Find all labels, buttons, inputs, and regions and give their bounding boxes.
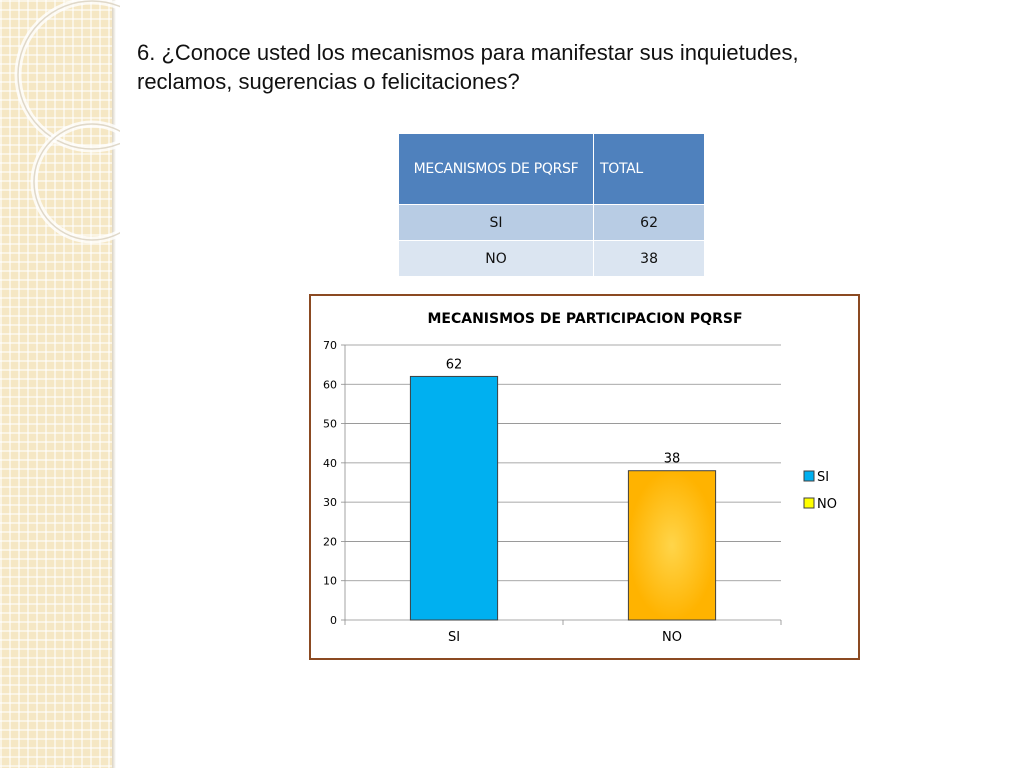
table-row: SI 62 <box>398 204 705 241</box>
question-line-2: reclamos, sugerencias o felicitaciones? <box>137 69 520 94</box>
table-cell-label: SI <box>398 204 594 241</box>
chart-title: MECANISMOS DE PARTICIPACION PQRSF <box>427 311 742 327</box>
y-tick-label: 40 <box>323 457 337 470</box>
legend-swatch-si <box>803 470 815 482</box>
y-tick-label: 0 <box>330 614 337 627</box>
table-cell-label: NO <box>398 240 594 277</box>
bar-no <box>627 470 717 621</box>
table-cell-total: 62 <box>593 204 705 241</box>
bar-si <box>409 375 499 621</box>
y-tick-label: 50 <box>323 418 337 431</box>
table-cell-total: 38 <box>593 240 705 277</box>
table-header-total: TOTAL <box>593 133 705 205</box>
decorative-side-strip <box>0 0 112 768</box>
table-header-row: MECANISMOS DE PQRSF TOTAL <box>398 133 705 205</box>
legend-label: NO <box>817 497 837 512</box>
chart-frame: MECANISMOS DE PARTICIPACION PQRSF 0 10 20 3… <box>309 294 860 660</box>
table-header-mechanisms: MECANISMOS DE PQRSF <box>398 133 594 205</box>
legend-swatch-no <box>803 497 815 509</box>
side-strip-shadow <box>112 0 116 768</box>
question-text: 6. ¿Conoce usted los mecanismos para man… <box>137 38 997 96</box>
y-tick-label: 20 <box>323 535 337 548</box>
y-tick-label: 60 <box>323 378 337 391</box>
x-category-label: NO <box>662 630 682 645</box>
legend-label: SI <box>817 470 829 485</box>
decorative-rings <box>14 0 120 244</box>
x-category-label: SI <box>448 630 460 645</box>
y-tick-label: 10 <box>323 575 337 588</box>
y-tick-label: 70 <box>323 339 337 352</box>
bar-chart: MECANISMOS DE PARTICIPACION PQRSF 0 10 20 3… <box>323 311 837 645</box>
data-label: 38 <box>664 452 681 467</box>
results-table: MECANISMOS DE PQRSF TOTAL SI 62 NO 38 <box>398 133 705 277</box>
y-tick-label: 30 <box>323 496 337 509</box>
data-label: 62 <box>446 357 463 372</box>
question-line-1: 6. ¿Conoce usted los mecanismos para man… <box>137 40 799 65</box>
table-row: NO 38 <box>398 240 705 277</box>
